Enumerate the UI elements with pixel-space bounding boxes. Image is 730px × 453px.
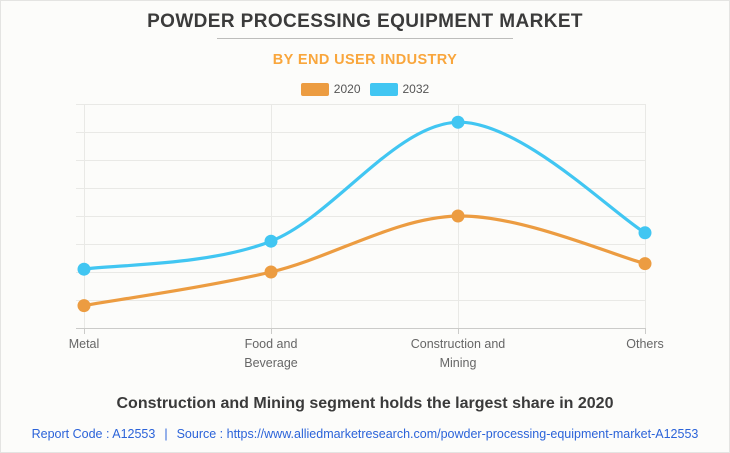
data-point-2020-food-and-beverage (264, 265, 278, 279)
data-point-2020-metal (77, 299, 91, 313)
x-axis-label-others: Others (626, 337, 664, 351)
data-point-2032-food-and-beverage (264, 234, 278, 248)
source-label: Source : (176, 427, 224, 441)
x-axis-label-food-and-beverage: Food and Beverage (244, 337, 298, 370)
legend-swatch-icon (369, 82, 398, 96)
footer: Report Code : A12553 | Source : https://ww… (1, 427, 729, 441)
data-point-2020-others (638, 257, 652, 271)
chart-subtitle: BY END USER INDUSTRY (272, 52, 458, 68)
source-link[interactable]: https://www.alliedmarketresearch.com/pow… (226, 427, 699, 441)
legend-item-label: 2020 (333, 82, 361, 96)
footer-separator: | (164, 427, 168, 441)
report-code: Report Code : A12553 (31, 427, 156, 441)
title-underline (217, 38, 513, 39)
legend-item-2032[interactable]: 2032 (369, 82, 430, 96)
data-point-2020-construction-and-mining (451, 209, 465, 223)
x-axis-label-metal: Metal (68, 337, 100, 351)
x-axis-label-construction-and-mining: Construction and Mining (410, 337, 506, 370)
legend: 2020 2032 (1, 82, 729, 96)
legend-swatch-icon (300, 82, 329, 96)
page-title: POWDER PROCESSING EQUIPMENT MARKET (147, 11, 583, 32)
annotation-text: Construction and Mining segment holds th… (116, 395, 614, 412)
data-point-2032-construction-and-mining (451, 115, 465, 129)
series-line-2032 (82, 120, 647, 271)
data-point-2032-others (638, 226, 652, 240)
legend-item-2020[interactable]: 2020 (300, 82, 361, 96)
legend-item-label: 2032 (402, 82, 430, 96)
series-line-2020 (82, 214, 647, 308)
data-point-2032-metal (77, 262, 91, 276)
